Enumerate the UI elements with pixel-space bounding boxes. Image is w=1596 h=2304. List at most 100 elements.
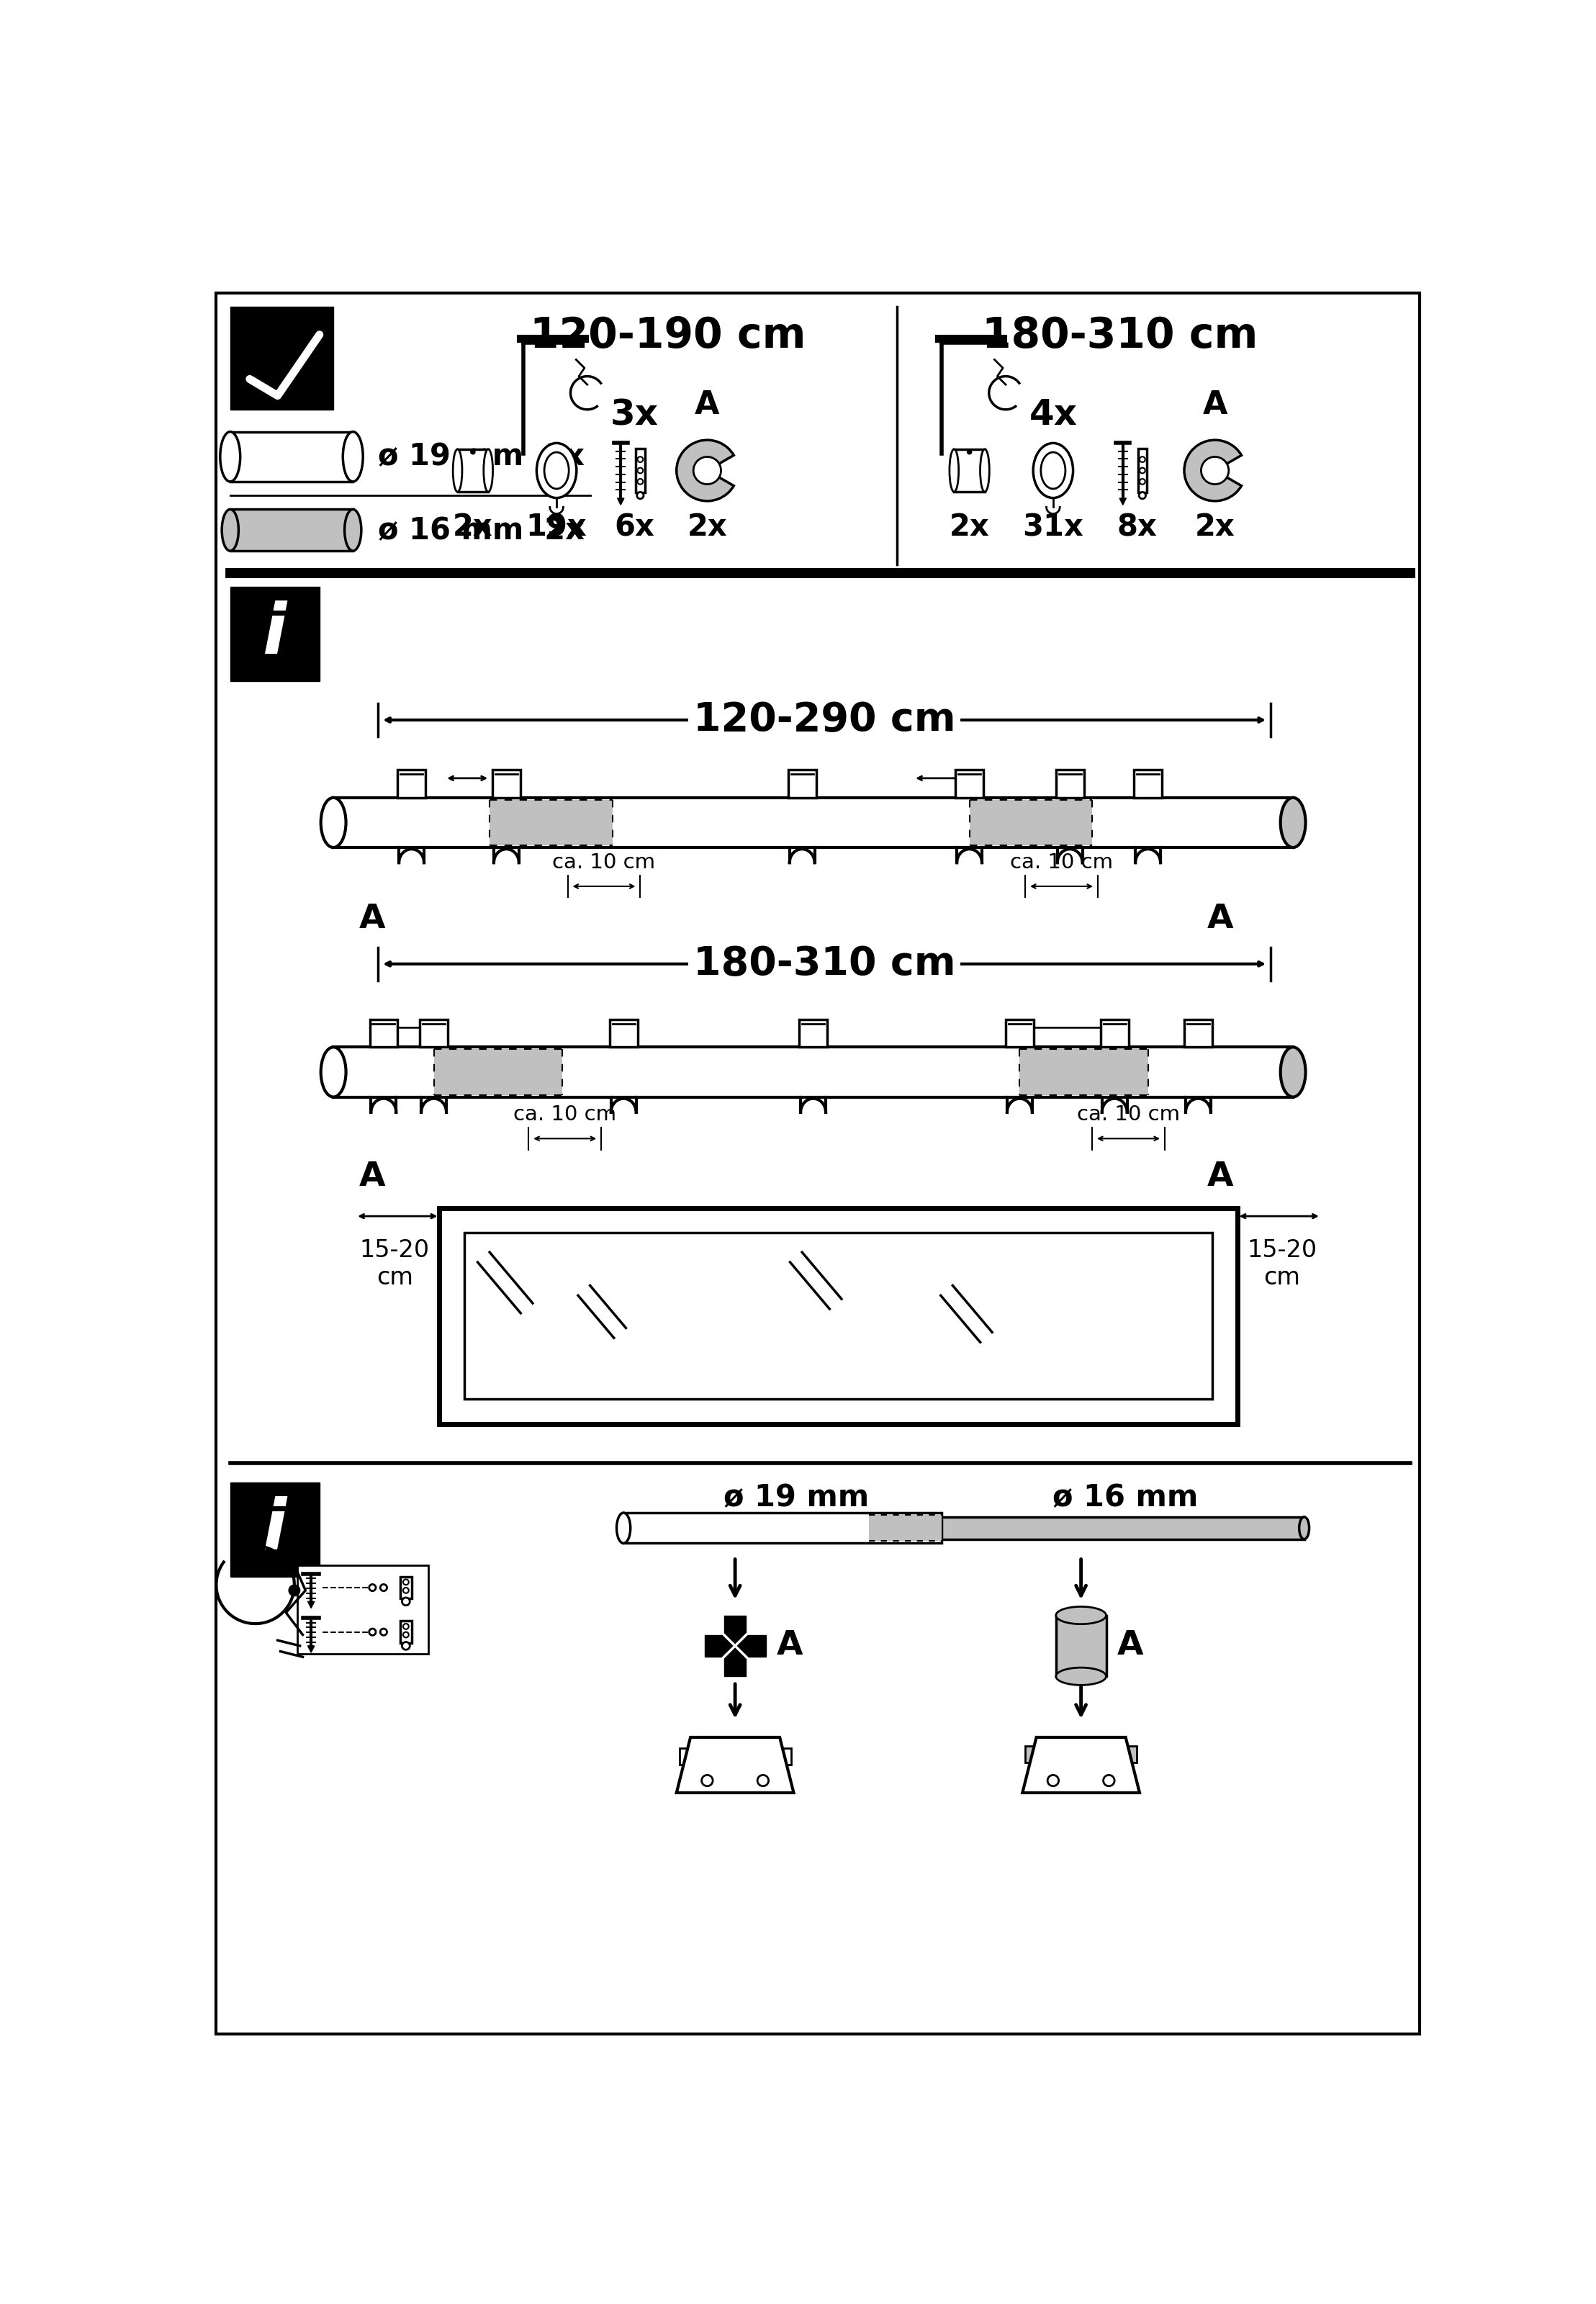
Polygon shape bbox=[230, 1481, 319, 1576]
Text: 2x: 2x bbox=[1195, 511, 1235, 541]
Text: 120-290 cm: 120-290 cm bbox=[693, 700, 956, 740]
Text: A: A bbox=[1207, 903, 1234, 935]
Polygon shape bbox=[1101, 1018, 1128, 1046]
Polygon shape bbox=[635, 449, 645, 493]
Ellipse shape bbox=[222, 509, 238, 551]
Polygon shape bbox=[297, 1564, 428, 1654]
Circle shape bbox=[702, 1774, 713, 1786]
Polygon shape bbox=[434, 1048, 562, 1094]
Ellipse shape bbox=[980, 449, 990, 491]
Polygon shape bbox=[1005, 1018, 1034, 1046]
Ellipse shape bbox=[950, 449, 959, 491]
Polygon shape bbox=[439, 1207, 1237, 1424]
Circle shape bbox=[693, 456, 721, 484]
Text: 6x: 6x bbox=[614, 511, 654, 541]
Polygon shape bbox=[956, 770, 983, 797]
Polygon shape bbox=[308, 1645, 314, 1652]
Ellipse shape bbox=[345, 509, 361, 551]
Ellipse shape bbox=[321, 797, 346, 848]
Text: 4x: 4x bbox=[1029, 399, 1077, 433]
Text: i: i bbox=[263, 1495, 287, 1562]
Polygon shape bbox=[334, 797, 1293, 848]
Polygon shape bbox=[493, 770, 520, 797]
Ellipse shape bbox=[343, 431, 362, 482]
Circle shape bbox=[1047, 1774, 1058, 1786]
Ellipse shape bbox=[1057, 1668, 1106, 1684]
Circle shape bbox=[637, 468, 643, 472]
Text: 3x: 3x bbox=[611, 399, 659, 433]
Circle shape bbox=[369, 1585, 375, 1592]
Circle shape bbox=[380, 1629, 386, 1636]
Ellipse shape bbox=[544, 452, 568, 488]
Polygon shape bbox=[464, 1233, 1211, 1399]
Text: 8x: 8x bbox=[1117, 511, 1157, 541]
Text: A: A bbox=[1207, 1161, 1234, 1193]
Circle shape bbox=[637, 479, 643, 484]
Polygon shape bbox=[1025, 1746, 1136, 1763]
Circle shape bbox=[758, 1774, 769, 1786]
Polygon shape bbox=[1184, 1018, 1211, 1046]
Ellipse shape bbox=[321, 1046, 346, 1097]
Circle shape bbox=[471, 449, 476, 454]
Text: ø 19 mm: ø 19 mm bbox=[723, 1481, 870, 1511]
Text: 15-20
cm: 15-20 cm bbox=[1246, 1237, 1317, 1290]
Polygon shape bbox=[1138, 449, 1148, 493]
Circle shape bbox=[404, 1587, 409, 1592]
Text: 19x: 19x bbox=[527, 511, 587, 541]
Polygon shape bbox=[680, 1749, 792, 1765]
Polygon shape bbox=[401, 1622, 412, 1643]
Polygon shape bbox=[230, 306, 334, 410]
Ellipse shape bbox=[453, 449, 463, 491]
Text: ca. 10 cm: ca. 10 cm bbox=[1010, 852, 1112, 873]
Polygon shape bbox=[458, 449, 488, 491]
Text: ca. 10 cm: ca. 10 cm bbox=[514, 1104, 616, 1124]
Circle shape bbox=[1140, 468, 1146, 472]
Polygon shape bbox=[800, 1018, 827, 1046]
Polygon shape bbox=[624, 1514, 942, 1544]
Polygon shape bbox=[610, 1018, 637, 1046]
Polygon shape bbox=[1119, 498, 1127, 505]
Circle shape bbox=[637, 493, 643, 498]
Text: ø 16 mm  2x: ø 16 mm 2x bbox=[378, 516, 584, 546]
Wedge shape bbox=[677, 440, 734, 500]
Polygon shape bbox=[230, 588, 319, 682]
Ellipse shape bbox=[616, 1514, 630, 1544]
Circle shape bbox=[404, 1631, 409, 1638]
Circle shape bbox=[967, 449, 972, 454]
Ellipse shape bbox=[1299, 1516, 1309, 1539]
Polygon shape bbox=[1135, 770, 1162, 797]
Polygon shape bbox=[788, 770, 816, 797]
Polygon shape bbox=[954, 449, 985, 491]
Text: A: A bbox=[1117, 1629, 1144, 1661]
Circle shape bbox=[637, 456, 643, 463]
Polygon shape bbox=[1023, 1737, 1140, 1793]
Text: A: A bbox=[359, 903, 386, 935]
Polygon shape bbox=[230, 431, 353, 482]
Ellipse shape bbox=[1280, 1046, 1306, 1097]
Ellipse shape bbox=[220, 431, 241, 482]
Ellipse shape bbox=[1280, 797, 1306, 848]
Polygon shape bbox=[1057, 1615, 1106, 1677]
Polygon shape bbox=[704, 1615, 766, 1677]
Polygon shape bbox=[370, 1018, 397, 1046]
Polygon shape bbox=[942, 1516, 1304, 1539]
Text: 2x: 2x bbox=[453, 511, 493, 541]
Polygon shape bbox=[868, 1516, 942, 1541]
Polygon shape bbox=[230, 509, 353, 551]
Text: 180-310 cm: 180-310 cm bbox=[693, 945, 956, 984]
Text: ca. 10 cm: ca. 10 cm bbox=[1077, 1104, 1179, 1124]
Circle shape bbox=[402, 1597, 410, 1606]
Polygon shape bbox=[618, 498, 624, 505]
Circle shape bbox=[369, 1629, 375, 1636]
Polygon shape bbox=[677, 1737, 793, 1793]
Circle shape bbox=[402, 1643, 410, 1650]
Text: 180-310 cm: 180-310 cm bbox=[982, 316, 1258, 357]
Polygon shape bbox=[308, 1601, 314, 1608]
Text: ø 19 mm  1x: ø 19 mm 1x bbox=[378, 442, 584, 472]
Ellipse shape bbox=[1041, 452, 1066, 488]
Circle shape bbox=[1202, 456, 1229, 484]
Ellipse shape bbox=[536, 442, 576, 498]
Circle shape bbox=[289, 1585, 300, 1597]
Text: A: A bbox=[777, 1629, 803, 1661]
Ellipse shape bbox=[1033, 442, 1073, 498]
